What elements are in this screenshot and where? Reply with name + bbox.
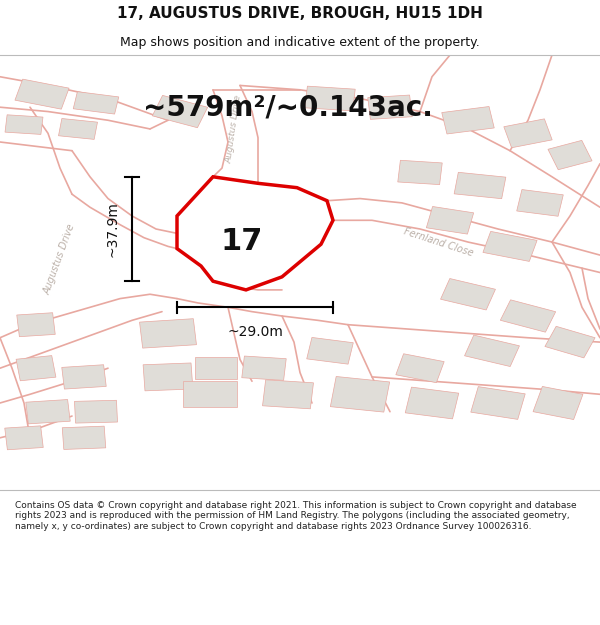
Polygon shape xyxy=(177,177,333,290)
Polygon shape xyxy=(396,354,444,382)
Polygon shape xyxy=(307,338,353,364)
Polygon shape xyxy=(398,160,442,184)
Polygon shape xyxy=(545,326,595,358)
Text: Fernland Close: Fernland Close xyxy=(402,226,474,258)
Polygon shape xyxy=(483,231,537,261)
Polygon shape xyxy=(500,300,556,332)
Polygon shape xyxy=(220,210,284,248)
Polygon shape xyxy=(74,400,118,423)
Polygon shape xyxy=(440,279,496,310)
Text: ~29.0m: ~29.0m xyxy=(227,325,283,339)
Polygon shape xyxy=(548,141,592,170)
Polygon shape xyxy=(26,399,70,424)
Polygon shape xyxy=(305,86,355,111)
Polygon shape xyxy=(59,119,97,139)
Polygon shape xyxy=(464,335,520,366)
Polygon shape xyxy=(427,206,473,234)
Polygon shape xyxy=(242,356,286,381)
Polygon shape xyxy=(5,115,43,134)
Polygon shape xyxy=(454,173,506,199)
Polygon shape xyxy=(17,312,55,337)
Text: Augustus Drive: Augustus Drive xyxy=(225,94,243,164)
Text: 17, AUGUSTUS DRIVE, BROUGH, HU15 1DH: 17, AUGUSTUS DRIVE, BROUGH, HU15 1DH xyxy=(117,6,483,21)
Polygon shape xyxy=(5,426,43,450)
Polygon shape xyxy=(517,189,563,216)
Text: Contains OS data © Crown copyright and database right 2021. This information is : Contains OS data © Crown copyright and d… xyxy=(15,501,577,531)
Polygon shape xyxy=(331,376,389,412)
Text: 17: 17 xyxy=(221,227,263,256)
Polygon shape xyxy=(442,106,494,134)
Text: ~37.9m: ~37.9m xyxy=(106,201,120,257)
Polygon shape xyxy=(471,387,525,419)
Polygon shape xyxy=(368,95,412,119)
Polygon shape xyxy=(263,380,313,409)
Polygon shape xyxy=(183,381,237,408)
Text: ~579m²/~0.143ac.: ~579m²/~0.143ac. xyxy=(143,93,433,121)
Polygon shape xyxy=(16,356,56,381)
Polygon shape xyxy=(533,386,583,419)
Polygon shape xyxy=(15,79,69,109)
Polygon shape xyxy=(62,365,106,389)
Polygon shape xyxy=(62,426,106,449)
Polygon shape xyxy=(152,96,208,128)
Polygon shape xyxy=(195,357,237,379)
Polygon shape xyxy=(405,387,459,419)
Polygon shape xyxy=(504,119,552,148)
Text: Map shows position and indicative extent of the property.: Map shows position and indicative extent… xyxy=(120,36,480,49)
Polygon shape xyxy=(140,319,196,348)
Polygon shape xyxy=(143,363,193,391)
Polygon shape xyxy=(73,92,119,114)
Text: Augustus Drive: Augustus Drive xyxy=(43,222,77,296)
